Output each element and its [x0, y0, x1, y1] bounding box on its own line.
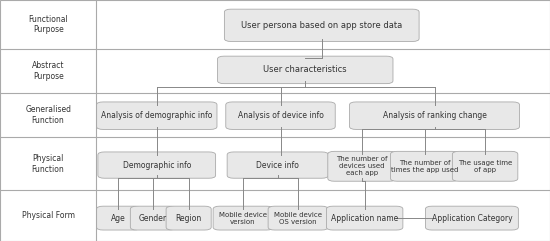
Text: Device info: Device info [256, 161, 299, 170]
FancyBboxPatch shape [130, 206, 175, 230]
FancyBboxPatch shape [96, 102, 217, 129]
Text: Analysis of ranking change: Analysis of ranking change [383, 111, 486, 120]
FancyBboxPatch shape [426, 206, 518, 230]
Text: Analysis of device info: Analysis of device info [238, 111, 323, 120]
Text: Application Category: Application Category [432, 214, 512, 223]
Text: Physical Form: Physical Form [21, 211, 75, 220]
Text: Application name: Application name [331, 214, 398, 223]
Text: User persona based on app store data: User persona based on app store data [241, 21, 403, 30]
FancyBboxPatch shape [227, 152, 328, 178]
Text: The number of
times the app used: The number of times the app used [391, 160, 458, 173]
FancyBboxPatch shape [218, 56, 393, 84]
FancyBboxPatch shape [268, 206, 328, 230]
FancyBboxPatch shape [328, 151, 396, 181]
FancyBboxPatch shape [327, 206, 403, 230]
FancyBboxPatch shape [452, 151, 518, 181]
FancyBboxPatch shape [390, 151, 459, 181]
Text: Mobile device
OS version: Mobile device OS version [274, 212, 322, 225]
FancyBboxPatch shape [350, 102, 519, 129]
FancyBboxPatch shape [97, 206, 140, 230]
FancyBboxPatch shape [213, 206, 273, 230]
Text: Demographic info: Demographic info [123, 161, 191, 170]
Text: Abstract
Purpose: Abstract Purpose [32, 61, 64, 81]
Text: Region: Region [175, 214, 202, 223]
FancyBboxPatch shape [224, 9, 419, 41]
Text: The usage time
of app: The usage time of app [458, 160, 512, 173]
Text: The number of
devices used
each app: The number of devices used each app [336, 156, 388, 176]
Text: Analysis of demographic info: Analysis of demographic info [101, 111, 212, 120]
Text: Functional
Purpose: Functional Purpose [28, 15, 68, 34]
Text: Generalised
Function: Generalised Function [25, 105, 71, 125]
Text: Age: Age [111, 214, 125, 223]
Text: Mobile device
version: Mobile device version [219, 212, 267, 225]
Text: Gender: Gender [139, 214, 167, 223]
Text: Physical
Function: Physical Function [32, 154, 64, 174]
FancyBboxPatch shape [166, 206, 211, 230]
FancyBboxPatch shape [226, 102, 335, 129]
FancyBboxPatch shape [98, 152, 216, 178]
Text: User characteristics: User characteristics [263, 65, 347, 74]
